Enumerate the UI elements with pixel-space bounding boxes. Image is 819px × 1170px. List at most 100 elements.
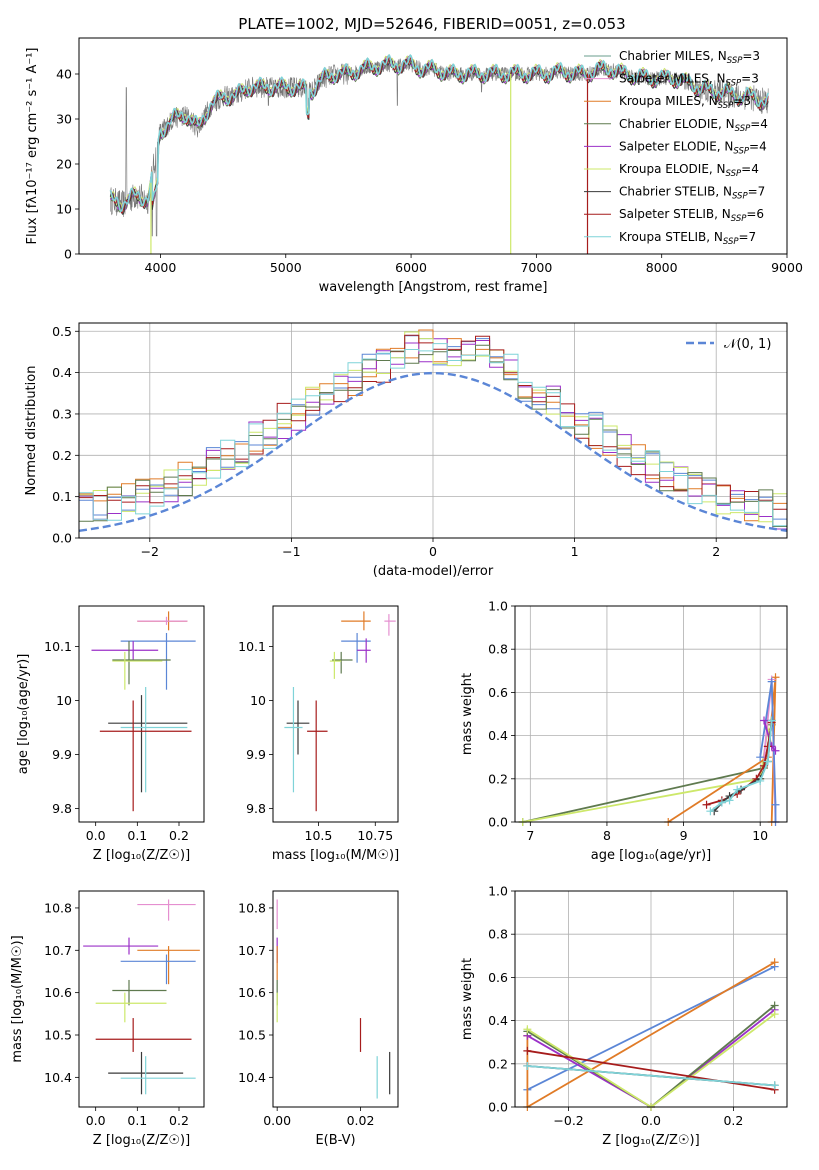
y-tick-label: 0.4	[52, 365, 72, 380]
mass_weight_vs_age-chart: 7 8 9 10 0.0 0.2 0.4 0.6 0.8 1.0 age [log₁₀(age/yr…	[460, 599, 788, 863]
y-axis-label: age [log₁₀(age/yr)]	[16, 654, 31, 775]
normal-curve	[78, 371, 788, 532]
x-tick-label: 0.0	[86, 1113, 106, 1128]
x-tick-label: −2	[141, 544, 159, 559]
weight-line-kroupa_stelib	[527, 1065, 775, 1087]
axes-frame	[78, 890, 205, 1108]
x-tick-label: 7000	[520, 260, 552, 275]
weight-marker	[771, 800, 780, 809]
axes-frame	[272, 605, 399, 823]
legend-label: Kroupa MILES, NSSP=3	[619, 94, 751, 111]
weight-marker	[733, 785, 742, 794]
weight-marker	[523, 1061, 532, 1070]
x-tick-label: −1	[282, 544, 300, 559]
x-tick-label: 5000	[270, 260, 302, 275]
legend-label: Chabrier MILES, NSSP=3	[619, 49, 760, 66]
axes-frame	[514, 890, 788, 1108]
weight-marker	[767, 677, 776, 686]
legend-text: Kroupa MILES, N	[619, 94, 718, 108]
x-axis-label: Z [log₁₀(Z/Z☉)]	[602, 1133, 699, 1148]
figure-title: PLATE=1002, MJD=52646, FIBERID=0051, z=0…	[238, 15, 625, 33]
y-tick-label: 0	[64, 247, 72, 262]
x-tick-label: 0.0	[641, 1113, 661, 1128]
legend-label: Chabrier ELODIE, NSSP=4	[619, 117, 768, 134]
y-axis-label: Flux [fλ10⁻¹⁷ erg cm⁻² s⁻¹ A⁻¹]	[25, 48, 40, 245]
axes-frame	[272, 890, 399, 1108]
age_vs_mass-chart: 10.5 10.75 9.8 9.9 10 10.1 mass [log₁₀(M/M☉)]	[238, 605, 399, 863]
y-tick-label: 0.8	[488, 927, 508, 942]
legend-label: Kroupa ELODIE, NSSP=4	[619, 162, 759, 179]
legend-text: Chabrier MILES, N	[619, 49, 727, 63]
legend-tail: =3	[733, 94, 751, 108]
y-tick-label: 10	[250, 693, 266, 708]
weight-line-kroupa_elodie	[526, 1013, 776, 1107]
histogram-chabrier_elodie	[79, 344, 787, 538]
weight-marker	[770, 1001, 779, 1010]
y-tick-label: 9.9	[52, 747, 72, 762]
x-tick-label: 0.00	[263, 1113, 291, 1128]
legend-tail: =4	[741, 162, 759, 176]
y-tick-label: 0.6	[488, 970, 508, 985]
x-tick-label: 0.2	[169, 1113, 189, 1128]
legend-tail: =6	[746, 207, 764, 221]
histogram-kroupa_stelib	[79, 343, 787, 538]
y-tick-label: 0.8	[488, 642, 508, 657]
y-tick-label: 20	[56, 157, 72, 172]
y-tick-label: 0.0	[52, 531, 72, 546]
legend-tail: =7	[748, 185, 766, 199]
legend-text: Salpeter STELIB, N	[619, 207, 731, 221]
x-tick-label: 0	[429, 544, 437, 559]
legend-subscript: SSP	[727, 56, 743, 66]
x-tick-label: 9	[680, 828, 688, 843]
y-tick-label: 10.5	[238, 1028, 266, 1043]
y-tick-label: 10.7	[238, 943, 266, 958]
y-tick-label: 1.0	[488, 599, 508, 614]
axes-frame	[78, 322, 788, 539]
y-tick-label: 9.8	[52, 801, 72, 816]
y-tick-label: 0.2	[52, 448, 72, 463]
legend-tail: =4	[749, 139, 767, 153]
weight-marker	[725, 796, 734, 805]
legend-subscript: SSP	[726, 169, 742, 179]
x-tick-label: 10.75	[357, 828, 393, 843]
x-axis-label: age [log₁₀(age/yr)]	[591, 848, 712, 863]
y-tick-label: 10.7	[44, 943, 72, 958]
weight-line-salpeter_elodie	[526, 1009, 776, 1107]
y-axis-label: mass weight	[460, 958, 475, 1040]
y-tick-label: 10.1	[238, 639, 266, 654]
axes-frame	[78, 605, 205, 823]
x-tick-label: 1	[571, 544, 579, 559]
weight-marker	[771, 746, 780, 755]
legend-subscript: SSP	[733, 146, 749, 156]
y-tick-label: 0.6	[488, 685, 508, 700]
legend-tail: =4	[750, 117, 768, 131]
spectrum-data-line	[110, 58, 769, 237]
x-tick-label: 8000	[646, 260, 678, 275]
legend-label: Kroupa STELIB, NSSP=7	[619, 230, 756, 247]
legend-text: Chabrier STELIB, N	[619, 185, 732, 199]
y-tick-label: 10.5	[44, 1028, 72, 1043]
legend-subscript: SSP	[723, 237, 739, 247]
y-tick-label: 30	[56, 112, 72, 127]
y-tick-label: 1.0	[488, 884, 508, 899]
legend-label: Chabrier STELIB, NSSP=7	[619, 185, 765, 202]
axes-frame	[514, 605, 788, 823]
x-tick-label: 0.02	[347, 1113, 375, 1128]
legend-subscript: SSP	[718, 101, 734, 111]
x-tick-label: 0.0	[86, 828, 106, 843]
x-tick-label: 2	[712, 544, 720, 559]
x-tick-label: 8	[603, 828, 611, 843]
legend-tail: =7	[739, 230, 757, 244]
x-axis-label: E(B-V)	[315, 1133, 355, 1148]
y-tick-label: 0.2	[488, 1056, 508, 1071]
x-tick-label: 0.2	[169, 828, 189, 843]
x-tick-label: 7	[526, 828, 534, 843]
x-tick-label: 4000	[145, 260, 177, 275]
legend-subscript: SSP	[735, 124, 751, 134]
mass_vs_Z-chart: 0.0 0.1 0.2 10.4 10.5 10.6 10.7 10.8 Z [log₁₀(Z/…	[10, 890, 205, 1148]
model-line-8	[109, 53, 769, 213]
weight-marker	[702, 800, 711, 809]
y-tick-label: 10	[56, 202, 72, 217]
x-axis-label: (data-model)/error	[373, 564, 494, 579]
legend-text: Chabrier ELODIE, N	[619, 117, 735, 131]
